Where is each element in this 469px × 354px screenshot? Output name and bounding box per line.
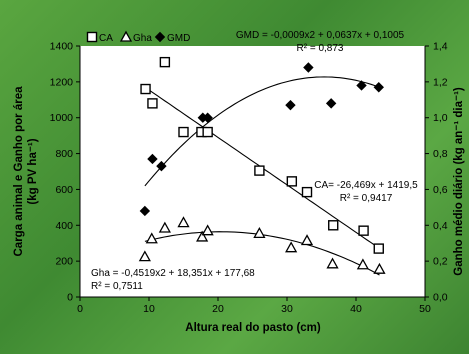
point-ca xyxy=(373,243,384,254)
x-tick-label: 20 xyxy=(212,303,224,315)
y-right-tick-label: 1,2 xyxy=(433,76,448,88)
point-gha xyxy=(196,230,209,242)
point-gha xyxy=(285,241,298,253)
equation-ca: CA= -26,469x + 1419,5 xyxy=(314,180,418,191)
point-gha xyxy=(253,227,266,239)
point-gmd xyxy=(285,99,296,111)
point-ca xyxy=(178,126,189,138)
point-gha xyxy=(201,224,214,236)
x-tick-label: 40 xyxy=(350,303,362,315)
x-tick-label: 10 xyxy=(143,303,155,315)
equation-gha: Gha = -0,4519x2 + 18,351x + 177,68 xyxy=(91,268,255,279)
y-axis-label-left: Carga animal e Ganho por área (kg PV ha⁻¹… xyxy=(13,86,39,257)
equation-gmd: GMD = -0,0009x2 + 0,0637x + 0,1005 xyxy=(236,30,405,41)
y-left-tick-label: 600 xyxy=(55,184,73,196)
x-tick-label: 50 xyxy=(419,303,431,315)
point-gha xyxy=(158,221,171,233)
point-gmd xyxy=(303,62,314,73)
y-axis-label-left-line2: (kg PV ha⁻¹) xyxy=(27,138,39,204)
point-gmd xyxy=(325,98,337,109)
y-right-tick-label: 1,0 xyxy=(433,112,448,124)
y-left-tick-label: 1200 xyxy=(50,76,74,88)
point-gha xyxy=(300,234,314,246)
trend-line-gmd xyxy=(144,76,379,187)
equation-annotations: GMD = -0,0009x2 + 0,0637x + 0,1005 R² = 0… xyxy=(91,30,418,292)
y-left-tick-label: 1400 xyxy=(50,41,74,53)
y-left-tick-label: 0 xyxy=(67,292,73,304)
y-left-tick-label: 400 xyxy=(55,220,73,232)
point-gha xyxy=(326,257,339,269)
axes xyxy=(76,45,429,301)
y-right-tick-label: 1,4 xyxy=(433,41,448,53)
point-ca xyxy=(254,165,265,176)
x-tick-label: 0 xyxy=(77,303,83,315)
r2-gha: R² = 0,7511 xyxy=(91,281,143,292)
legend-label-ca: CA xyxy=(99,33,113,44)
point-ca xyxy=(202,126,213,138)
point-ca xyxy=(286,176,298,187)
point-gmd xyxy=(139,205,151,217)
legend-label-gmd: GMD xyxy=(167,33,190,44)
point-gha xyxy=(177,216,190,228)
y-right-tick-label: 0,8 xyxy=(433,148,448,160)
point-ca xyxy=(147,98,158,109)
point-ca xyxy=(328,220,339,231)
point-gha xyxy=(373,262,386,274)
point-gha xyxy=(356,258,370,270)
y-axis-label-right: Ganho médio diário (kg an⁻¹ dia⁻¹) xyxy=(453,87,465,276)
y-right-tick-label: 0,4 xyxy=(433,220,448,232)
y-right-tick-label: 0,2 xyxy=(433,256,448,268)
r2-gmd: R² = 0,873 xyxy=(297,43,344,54)
point-gmd xyxy=(147,153,158,165)
data-points xyxy=(138,56,386,274)
y-axis-label-right-text: Ganho médio diário (kg an⁻¹ dia⁻¹) xyxy=(453,87,465,276)
point-ca xyxy=(140,83,151,95)
x-tick-label: 30 xyxy=(281,303,293,315)
y-right-tick-label: 0,0 xyxy=(433,292,448,304)
legend-marker-ca xyxy=(86,31,98,43)
y-left-tick-label: 800 xyxy=(55,148,73,160)
r2-ca: R² = 0,9417 xyxy=(340,193,393,204)
point-ca xyxy=(301,186,313,198)
point-ca xyxy=(358,225,369,236)
point-ca xyxy=(159,56,171,68)
tick-labels: 0 10 20 30 40 50 0 200 400 600 800 1000 1200 1400 0,0 0… xyxy=(50,41,448,316)
plot-area-background xyxy=(80,46,425,297)
legend: CA Gha GMD xyxy=(86,30,190,44)
y-left-tick-label: 1000 xyxy=(50,112,74,124)
point-gmd xyxy=(373,82,384,93)
y-right-tick-label: 0,6 xyxy=(433,184,448,196)
y-axis-label-left-line1: Carga animal e Ganho por área xyxy=(13,86,25,257)
point-gmd xyxy=(356,80,367,91)
legend-marker-gmd xyxy=(154,31,166,43)
y-left-tick-label: 200 xyxy=(55,256,73,268)
x-axis-label: Altura real do pasto (cm) xyxy=(185,322,321,334)
point-gmd xyxy=(202,112,213,123)
point-gha xyxy=(138,250,151,262)
point-gha xyxy=(145,232,158,244)
legend-label-gha: Gha xyxy=(133,33,152,44)
point-gmd xyxy=(156,160,167,172)
legend-marker-gha xyxy=(119,30,133,42)
